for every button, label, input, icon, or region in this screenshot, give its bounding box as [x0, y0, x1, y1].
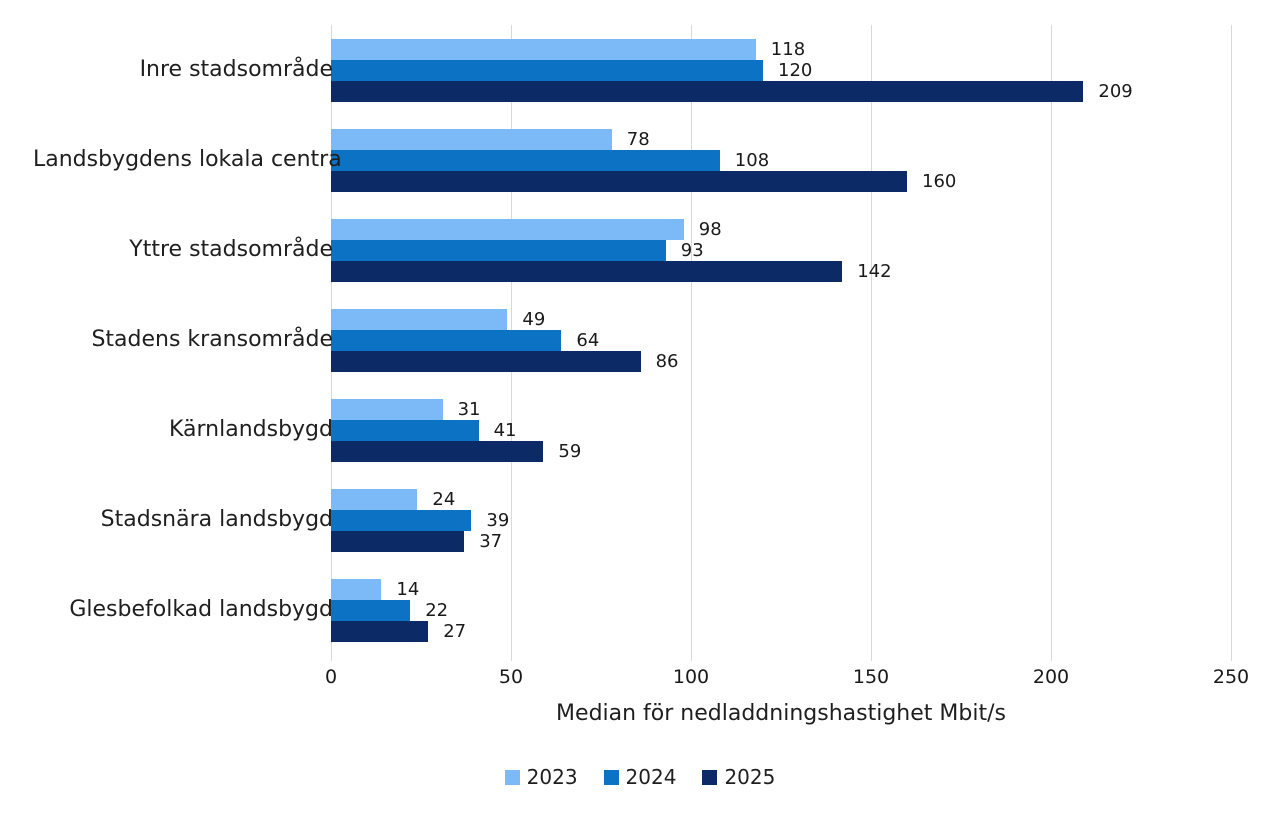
value-label: 98 — [698, 218, 722, 240]
bar-2025 — [331, 530, 465, 552]
value-label: 24 — [432, 488, 456, 510]
bar-2025 — [331, 350, 641, 372]
bar-2023 — [331, 128, 612, 150]
bar-2023 — [331, 218, 684, 240]
value-label: 14 — [396, 578, 420, 600]
gridline — [1231, 25, 1232, 661]
value-label: 118 — [770, 38, 806, 60]
bar-2025 — [331, 80, 1084, 102]
value-label: 120 — [778, 59, 813, 81]
gridline — [1051, 25, 1052, 661]
bar-2023 — [331, 488, 418, 510]
bar-2024 — [331, 239, 666, 261]
x-axis-title: Median för nedladdningshastighet Mbit/s — [556, 701, 1006, 726]
category-label: Glesbefolkad landsbygd — [69, 597, 333, 622]
value-label: 41 — [493, 419, 517, 441]
value-label: 31 — [457, 398, 481, 420]
category-row: 98 93 142 — [331, 205, 1231, 295]
legend-item-2024: 2024 — [603, 765, 677, 789]
category-row: 24 39 37 — [331, 475, 1231, 565]
value-label: 22 — [425, 599, 449, 621]
value-label: 64 — [576, 329, 600, 351]
value-label: 142 — [857, 260, 892, 282]
bar-2023 — [331, 38, 756, 60]
category-label: Stadens kransområde — [91, 327, 333, 352]
gridline — [691, 25, 692, 661]
gridline — [871, 25, 872, 661]
value-label: 93 — [680, 239, 704, 261]
legend-swatch-2025 — [702, 769, 718, 785]
x-tick-label: 150 — [852, 666, 890, 688]
value-label: 37 — [479, 530, 503, 552]
legend-label: 2024 — [625, 765, 677, 789]
category-row: 118 120 209 — [331, 25, 1231, 115]
bar-2023 — [331, 578, 382, 600]
legend-item-2025: 2025 — [702, 765, 775, 789]
value-label: 86 — [655, 350, 679, 372]
bar-2024 — [331, 419, 479, 441]
category-label: Inre stadsområde — [139, 57, 333, 82]
bar-2024 — [331, 599, 411, 621]
value-label: 78 — [626, 128, 650, 150]
category-row: 31 41 59 — [331, 385, 1231, 475]
value-label: 108 — [734, 149, 770, 171]
category-label: Kärnlandsbygd — [168, 417, 333, 442]
legend: 2023 2024 2025 — [0, 765, 1280, 789]
value-label: 27 — [443, 620, 467, 642]
legend-label: 2023 — [526, 765, 578, 789]
bar-2023 — [331, 398, 443, 420]
category-row: 49 64 86 — [331, 295, 1231, 385]
value-label: 39 — [486, 509, 510, 531]
bar-2025 — [331, 170, 907, 192]
x-tick-label: 100 — [672, 666, 710, 688]
bar-2025 — [331, 440, 544, 462]
category-label: Landsbygdens lokala centra — [33, 147, 342, 172]
bar-2025 — [331, 260, 843, 282]
legend-label: 2025 — [724, 765, 776, 789]
x-axis: 0 50 100 150 200 250 — [0, 666, 1280, 692]
legend-swatch-2023 — [504, 769, 520, 785]
bar-2024 — [331, 509, 472, 531]
value-label: 160 — [922, 170, 957, 192]
category-label: Yttre stadsområde — [129, 237, 333, 262]
x-tick-label: 200 — [1032, 666, 1070, 688]
legend-item-2023: 2023 — [504, 765, 578, 789]
x-tick-label: 250 — [1212, 666, 1250, 688]
value-label: 59 — [558, 440, 582, 462]
category-row: 14 22 27 — [331, 565, 1231, 655]
bar-2024 — [331, 149, 720, 171]
value-label: 209 — [1098, 80, 1133, 102]
category-row: 78 108 160 — [331, 115, 1231, 205]
legend-swatch-2024 — [603, 769, 619, 785]
bar-2025 — [331, 620, 429, 642]
bar-2024 — [331, 59, 763, 81]
x-tick-label: 50 — [498, 666, 524, 688]
value-label: 49 — [522, 308, 546, 330]
bar-2024 — [331, 329, 562, 351]
bar-2023 — [331, 308, 508, 330]
plot-area: 118 120 209 78 108 160 98 93 142 49 64 86 31 41 59 24 39… — [331, 25, 1232, 661]
category-label: Stadsnära landsbygd — [100, 507, 333, 532]
x-tick-label: 0 — [324, 666, 338, 688]
